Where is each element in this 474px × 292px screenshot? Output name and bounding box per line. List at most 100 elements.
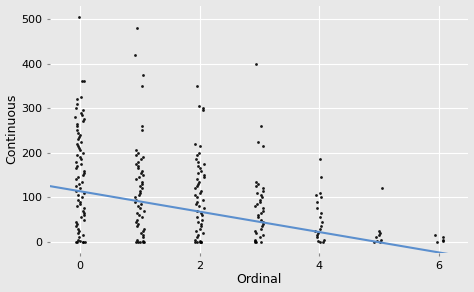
Point (191, 141, 199, 146)
Point (378, 186, 385, 191)
Point (137, 231, 145, 235)
Point (199, 108, 207, 113)
Point (196, 239, 203, 244)
Point (314, 231, 321, 235)
Point (256, 197, 264, 202)
Point (197, 224, 205, 229)
Point (251, 237, 258, 242)
Point (74, 237, 82, 242)
Point (196, 166, 203, 171)
Point (375, 233, 383, 237)
Point (200, 161, 208, 166)
Point (72, 159, 80, 164)
Point (377, 237, 385, 242)
Point (134, 222, 142, 226)
Point (79, 119, 87, 124)
Point (73, 124, 81, 128)
Point (252, 231, 260, 235)
Point (313, 199, 320, 204)
Point (258, 224, 266, 229)
Point (197, 239, 205, 244)
Point (316, 157, 323, 162)
Point (197, 222, 205, 226)
Point (193, 177, 201, 182)
Point (258, 195, 266, 200)
Point (77, 139, 85, 144)
Point (192, 202, 200, 206)
Point (73, 141, 80, 146)
Point (252, 239, 259, 244)
Point (253, 190, 261, 195)
Point (197, 188, 204, 193)
Point (138, 182, 146, 186)
Point (194, 159, 202, 164)
Point (317, 190, 324, 195)
Point (74, 144, 82, 148)
Point (259, 208, 267, 213)
Point (78, 112, 86, 117)
Point (79, 233, 87, 237)
Point (259, 188, 267, 193)
Point (77, 215, 85, 220)
Point (200, 173, 208, 177)
Point (136, 175, 143, 180)
Point (72, 166, 80, 171)
Point (313, 193, 320, 197)
Point (73, 164, 81, 168)
Point (257, 226, 264, 231)
Point (75, 228, 82, 233)
Point (136, 188, 144, 193)
Point (79, 173, 87, 177)
Point (317, 175, 325, 180)
Point (434, 239, 441, 244)
Point (134, 166, 142, 171)
Point (193, 235, 201, 240)
Point (74, 175, 82, 180)
Point (135, 150, 142, 155)
Point (76, 182, 83, 186)
Point (193, 195, 201, 200)
Point (132, 153, 140, 157)
Point (254, 213, 262, 218)
Point (132, 177, 140, 182)
Point (74, 193, 82, 197)
Point (432, 233, 439, 237)
Point (313, 233, 320, 237)
X-axis label: Ordinal: Ordinal (237, 273, 282, 286)
Point (137, 157, 145, 162)
Point (193, 153, 201, 157)
Point (191, 239, 199, 244)
Point (137, 184, 144, 188)
Point (136, 206, 144, 211)
Point (317, 215, 324, 220)
Point (196, 179, 203, 184)
Point (78, 195, 85, 200)
Point (80, 190, 88, 195)
Point (73, 239, 80, 244)
Point (132, 148, 139, 153)
Point (76, 199, 84, 204)
Point (139, 72, 146, 77)
Point (191, 237, 199, 242)
Point (314, 206, 321, 211)
Point (74, 226, 82, 231)
Point (253, 202, 261, 206)
Point (252, 61, 260, 66)
Point (81, 117, 88, 121)
Point (75, 14, 82, 19)
Point (81, 211, 88, 215)
Point (73, 184, 80, 188)
Point (251, 239, 258, 244)
Point (200, 175, 208, 180)
Point (134, 164, 142, 168)
Point (131, 52, 139, 57)
Point (81, 239, 89, 244)
Point (439, 237, 447, 242)
Point (252, 184, 259, 188)
Point (375, 228, 383, 233)
Point (74, 231, 82, 235)
Point (371, 239, 378, 244)
Point (75, 235, 82, 240)
Point (439, 235, 447, 240)
Point (73, 153, 81, 157)
